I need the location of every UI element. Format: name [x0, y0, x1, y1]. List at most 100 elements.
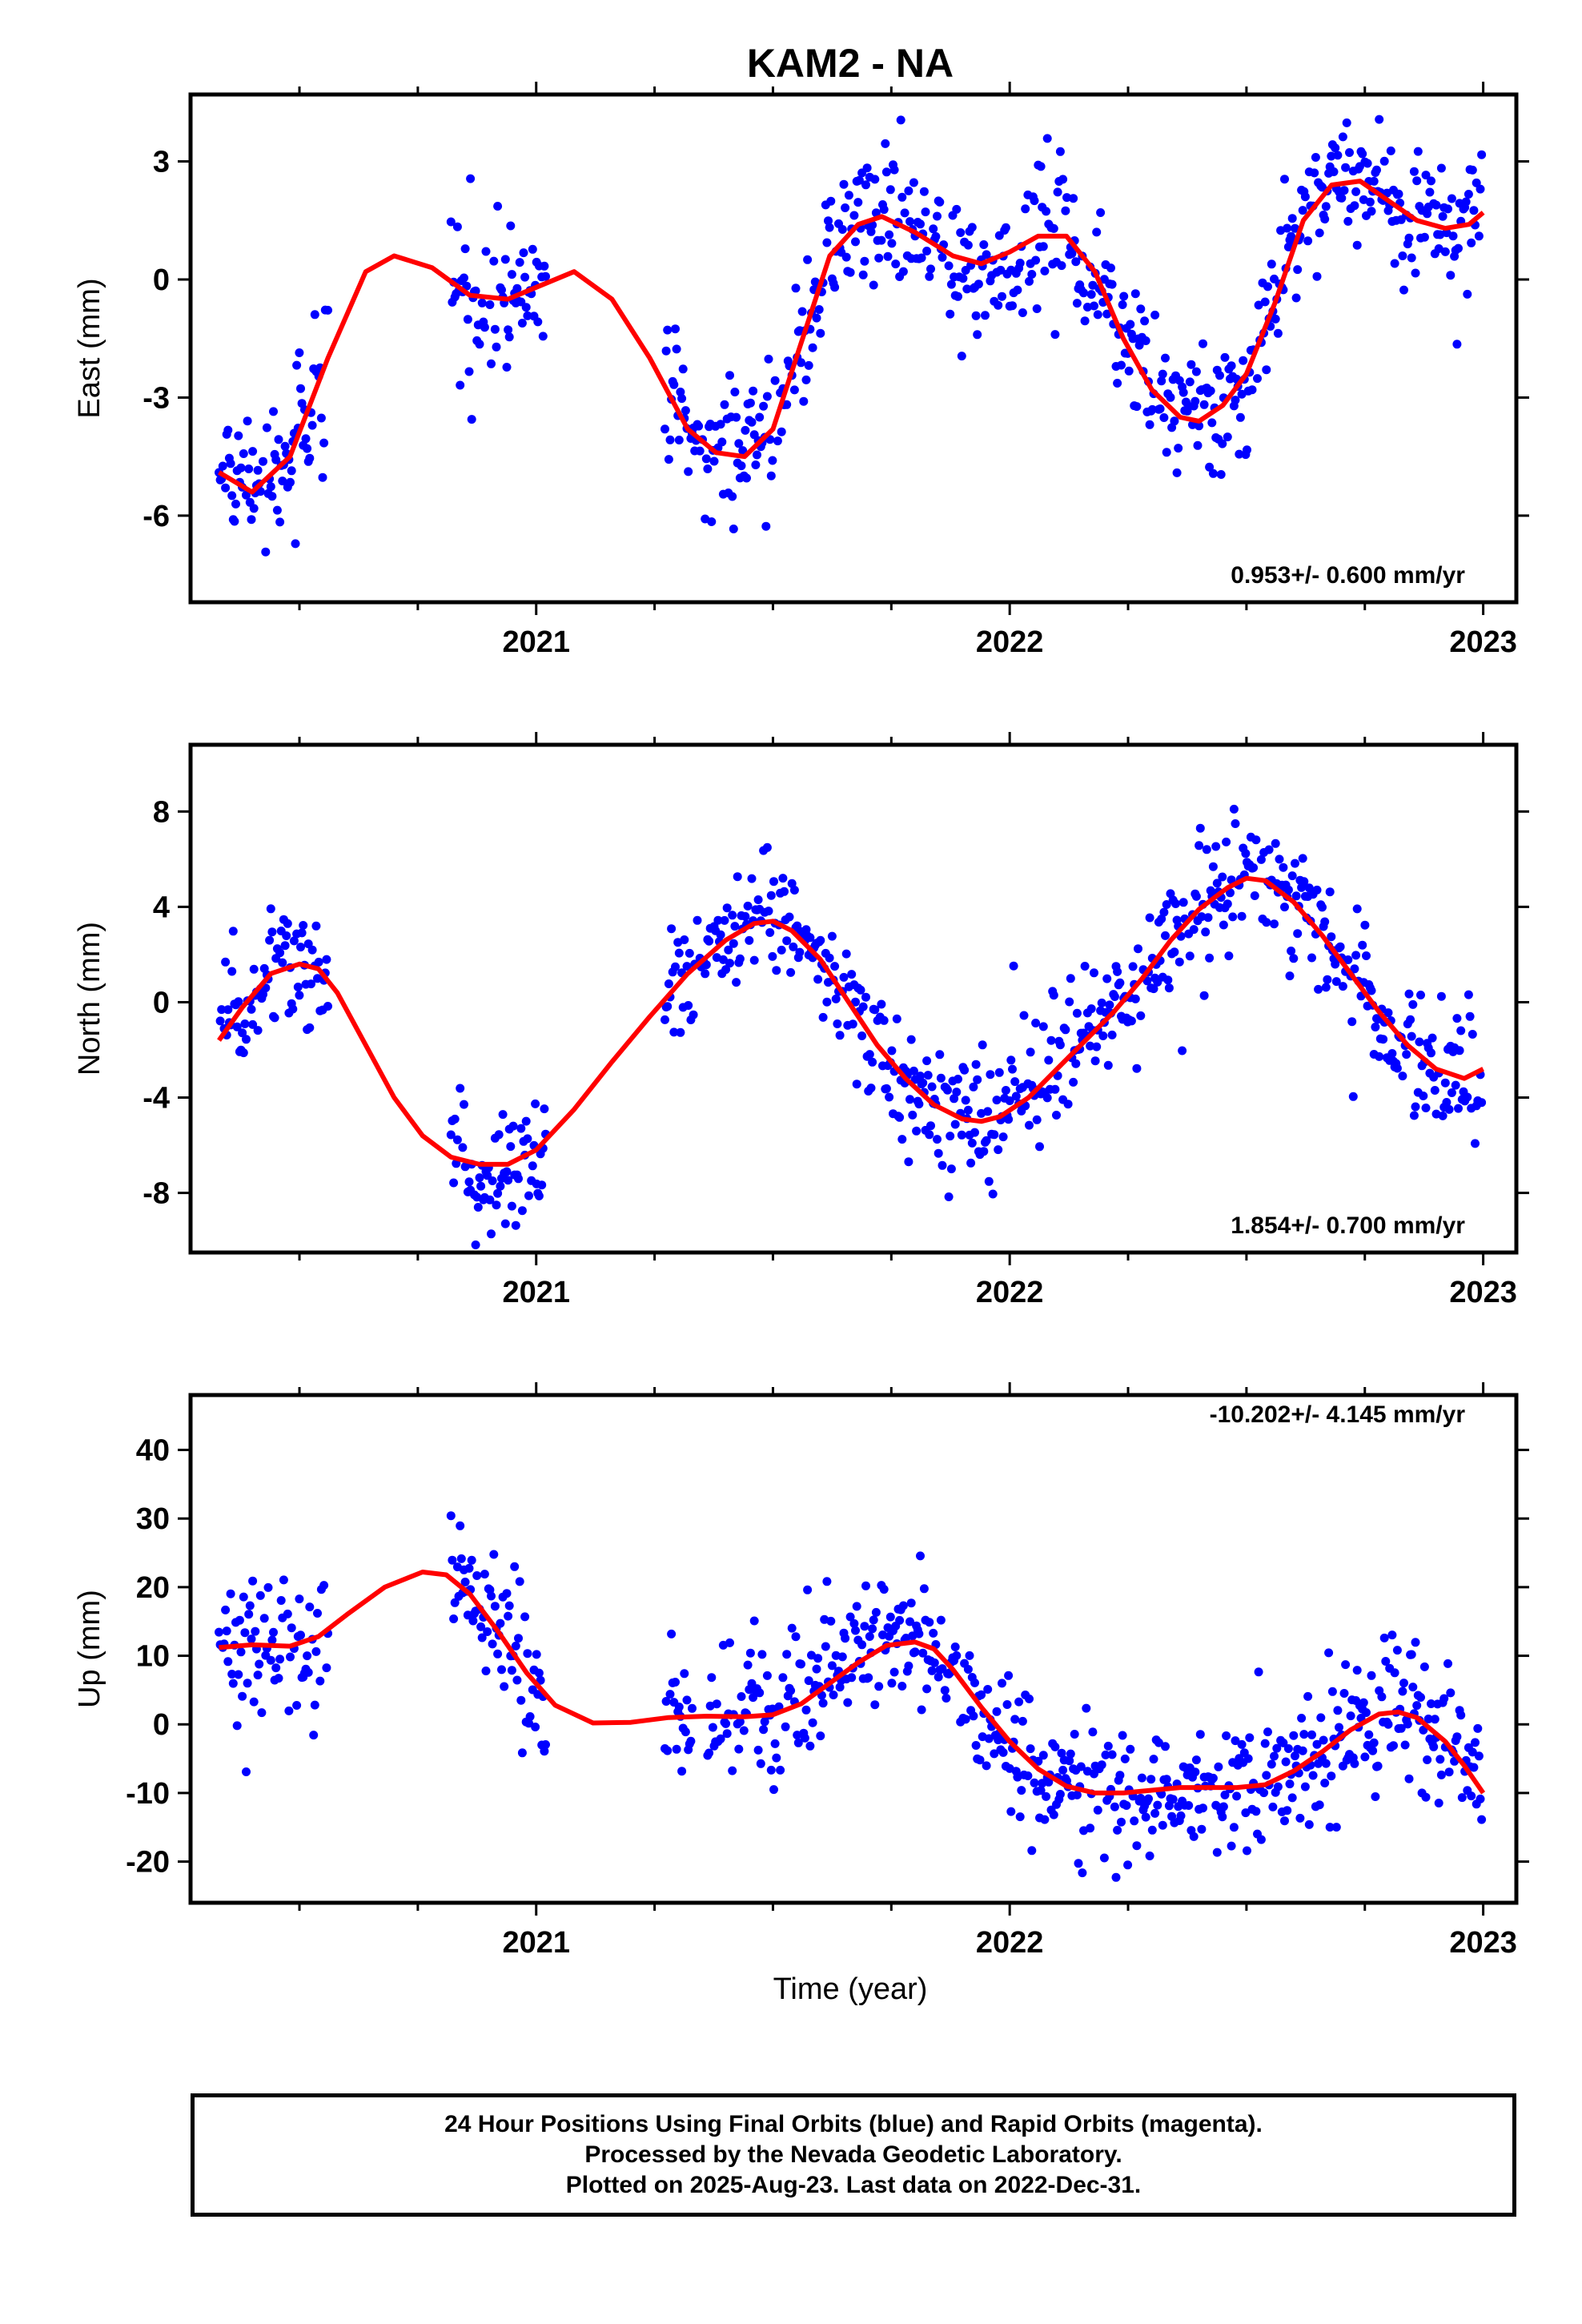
up-point — [303, 1667, 313, 1677]
up-point — [1191, 1755, 1201, 1765]
up-point — [1220, 1790, 1230, 1799]
east-point — [507, 270, 516, 279]
up-point — [803, 1585, 813, 1594]
north-point — [887, 1046, 897, 1055]
up-point — [1044, 1777, 1054, 1787]
north-point — [816, 935, 825, 945]
up-point — [510, 1562, 520, 1571]
north-point — [730, 922, 740, 931]
east-point — [885, 185, 895, 195]
up-point — [275, 1655, 285, 1664]
north-point — [1451, 1080, 1460, 1090]
up-point — [227, 1670, 237, 1679]
north-point — [716, 930, 725, 939]
up-point — [322, 1663, 331, 1673]
north-point — [685, 948, 694, 958]
up-point — [1304, 1819, 1314, 1829]
east-point — [528, 244, 537, 254]
up-point — [705, 1748, 714, 1758]
up-point — [1030, 1778, 1039, 1787]
north-point — [923, 1071, 933, 1080]
up-point — [1473, 1723, 1483, 1733]
north-point — [943, 1085, 952, 1095]
north-panel: 2021 2022 2023 -8 -4 0 4 8 North (mm) 1.854+/- 0.… — [73, 732, 1529, 1309]
up-point — [778, 1673, 788, 1683]
up-point — [1130, 1816, 1139, 1826]
north-point — [1351, 951, 1361, 960]
east-point — [1053, 187, 1062, 197]
east-point — [808, 343, 817, 352]
east-point — [1030, 196, 1039, 206]
up-point — [1303, 1691, 1313, 1701]
north-point — [925, 1130, 934, 1140]
up-point — [952, 1651, 962, 1660]
north-point — [1163, 975, 1173, 985]
up-point — [1212, 1848, 1222, 1857]
north-point — [266, 904, 275, 914]
north-point — [507, 1201, 516, 1211]
east-point — [1025, 276, 1034, 286]
east-point — [303, 444, 312, 453]
up-point — [929, 1628, 938, 1638]
north-point — [1360, 920, 1370, 930]
up-point — [1145, 1852, 1154, 1860]
up-point — [1325, 1823, 1335, 1832]
north-point — [1298, 854, 1307, 863]
east-point — [506, 221, 516, 231]
up-point — [1263, 1727, 1272, 1737]
north-point — [946, 1164, 956, 1174]
up-point — [816, 1731, 825, 1741]
up-point — [1132, 1841, 1142, 1851]
north-points — [215, 804, 1487, 1249]
east-point — [1062, 193, 1071, 203]
up-point — [677, 1767, 687, 1776]
up-point — [1199, 1803, 1207, 1813]
north-frame — [188, 742, 1519, 1255]
north-point — [1031, 1019, 1041, 1027]
up-frame — [188, 1393, 1519, 1905]
up-point — [313, 1609, 322, 1618]
north-point — [1097, 998, 1106, 1007]
east-point — [540, 261, 549, 271]
up-point — [922, 1684, 932, 1694]
north-point — [456, 1084, 465, 1093]
north-point — [1005, 1096, 1014, 1105]
east-point — [1227, 361, 1236, 371]
up-point — [1006, 1807, 1016, 1816]
north-point — [1008, 1064, 1017, 1074]
east-point — [701, 454, 711, 464]
up-point — [1074, 1859, 1083, 1868]
east-point — [502, 363, 512, 372]
north-point — [1455, 1046, 1464, 1055]
east-point — [725, 371, 734, 380]
east-point — [1080, 316, 1090, 326]
north-point — [1069, 1077, 1078, 1087]
up-point — [936, 1615, 946, 1625]
east-point — [1155, 404, 1165, 413]
north-point — [724, 945, 733, 955]
up-point — [1403, 1719, 1412, 1729]
north-point — [1110, 992, 1119, 1001]
up-point — [1144, 1794, 1153, 1803]
east-point — [664, 455, 673, 464]
north-point — [296, 943, 305, 952]
north-point — [780, 887, 789, 896]
up-point — [1137, 1773, 1146, 1783]
east-point — [1321, 202, 1331, 211]
up-point — [1419, 1662, 1429, 1671]
up-point — [1377, 1692, 1387, 1702]
up-point — [787, 1623, 797, 1633]
up-point — [1364, 1730, 1374, 1739]
north-point — [745, 935, 754, 945]
east-point — [797, 358, 805, 368]
east-point — [1436, 163, 1446, 173]
north-point — [676, 1027, 685, 1037]
north-point — [994, 1145, 1003, 1155]
east-point — [1021, 204, 1030, 214]
east-point — [766, 471, 776, 480]
up-point — [520, 1612, 530, 1622]
up-point — [1321, 1759, 1331, 1768]
north-point — [278, 958, 287, 967]
up-point — [295, 1594, 304, 1604]
north-point — [1465, 1011, 1475, 1021]
